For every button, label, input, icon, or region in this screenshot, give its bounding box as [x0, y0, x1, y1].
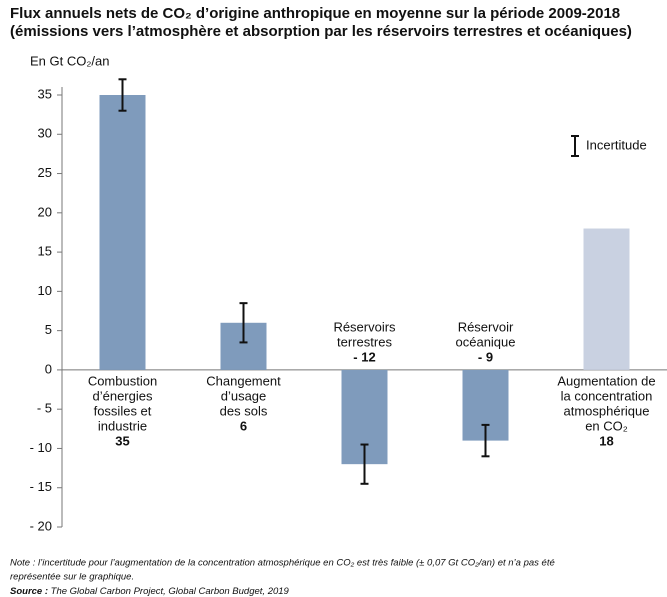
bar: [583, 228, 630, 370]
y-tick-label: 15: [38, 244, 52, 259]
category-label: Réservoirs: [333, 319, 396, 334]
source-label: Source :: [10, 586, 48, 597]
value-label: - 12: [353, 349, 375, 364]
y-tick-label: - 10: [30, 440, 52, 455]
source-text: The Global Carbon Project, Global Carbon…: [51, 586, 290, 597]
category-label: d’énergies: [93, 388, 153, 403]
category-label: industrie: [98, 418, 147, 433]
value-label: 18: [599, 433, 613, 448]
category-label: océanique: [456, 334, 516, 349]
y-tick-label: 0: [45, 361, 52, 376]
y-tick-label: 5: [45, 322, 52, 337]
value-label: - 9: [478, 349, 493, 364]
category-label: la concentration: [561, 388, 653, 403]
category-label: Réservoir: [458, 319, 514, 334]
chart-title: (émissions vers l’atmosphère et absorpti…: [10, 23, 632, 40]
category-label: Combustion: [88, 373, 157, 388]
y-tick-label: - 20: [30, 518, 52, 533]
category-label: atmosphérique: [564, 403, 650, 418]
bar: [99, 95, 146, 370]
category-label: Changement: [206, 373, 281, 388]
note: Note : l’incertitude pour l’augmentation…: [10, 558, 555, 569]
value-label: 6: [240, 418, 247, 433]
y-tick-label: - 5: [37, 401, 52, 416]
y-tick-label: - 15: [30, 479, 52, 494]
y-tick-label: 25: [38, 165, 52, 180]
category-label: Augmentation de: [557, 373, 655, 388]
chart-title: Flux annuels nets de CO₂ d’origine anthr…: [10, 5, 620, 22]
value-label: 35: [115, 433, 129, 448]
category-label: terrestres: [337, 334, 392, 349]
category-label: en CO₂: [585, 418, 628, 433]
category-label: d’usage: [221, 388, 267, 403]
legend-label: Incertitude: [586, 137, 647, 152]
category-label: fossiles et: [94, 403, 152, 418]
y-tick-label: 35: [38, 86, 52, 101]
note: représentée sur le graphique.: [10, 572, 134, 583]
category-label: des sols: [220, 403, 268, 418]
y-axis-label: En Gt CO₂/an: [30, 53, 109, 68]
y-tick-label: 20: [38, 204, 52, 219]
source: Source : The Global Carbon Project, Glob…: [10, 586, 290, 597]
y-tick-label: 30: [38, 126, 52, 141]
y-tick-label: 10: [38, 283, 52, 298]
